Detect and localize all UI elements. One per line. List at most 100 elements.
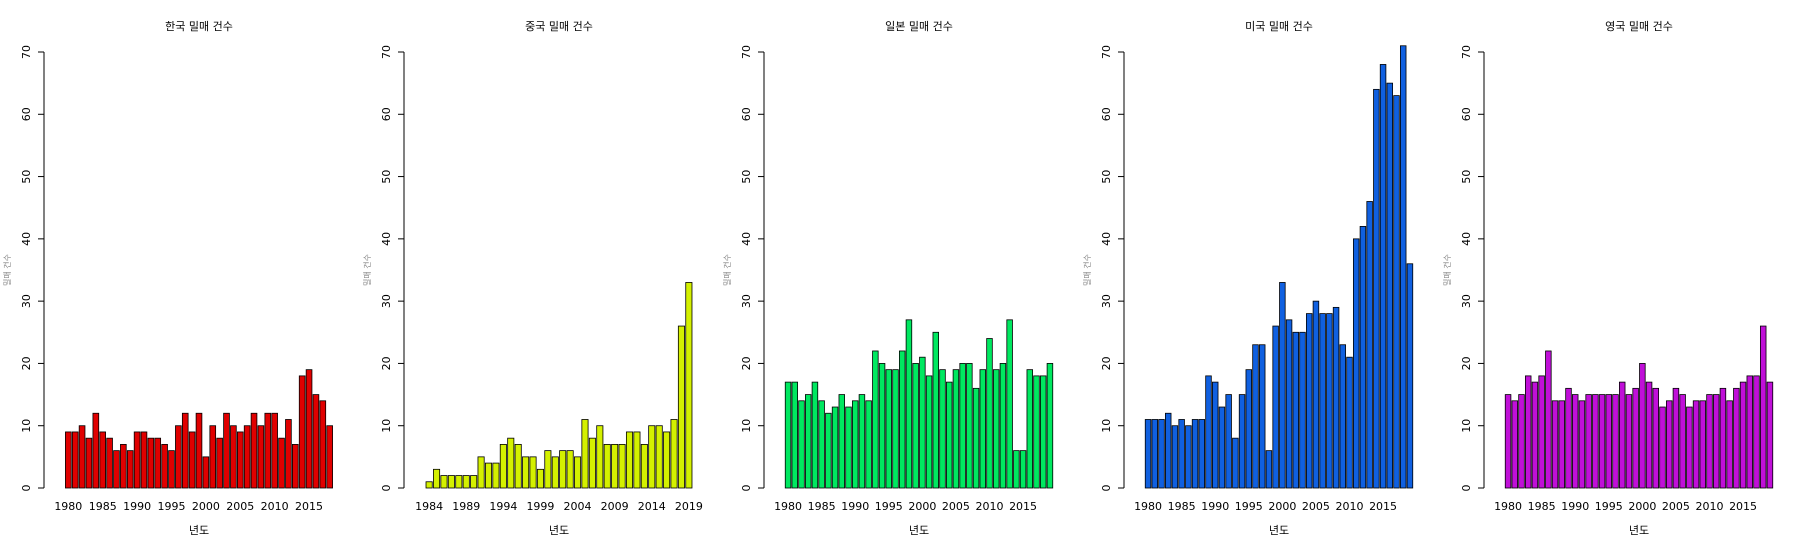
x-axis-title: 년도 xyxy=(1269,524,1289,537)
bar xyxy=(1332,306,1340,489)
x-tick-label: 2014 xyxy=(638,500,666,513)
bar xyxy=(1326,313,1333,489)
bar xyxy=(945,381,953,489)
bar xyxy=(1026,369,1034,489)
bar xyxy=(872,350,879,489)
bar xyxy=(611,443,619,489)
bar xyxy=(1746,375,1754,489)
bar xyxy=(1386,82,1394,489)
y-tick-label: 50 xyxy=(740,170,753,184)
x-tick-label: 1980 xyxy=(54,500,82,513)
bar xyxy=(433,468,441,489)
bar xyxy=(1511,400,1519,489)
y-tick-label: 70 xyxy=(380,45,393,59)
bar xyxy=(818,400,825,489)
bar xyxy=(625,431,634,489)
chart-title: 미국 밀매 건수 xyxy=(1245,20,1313,33)
bar xyxy=(499,443,507,489)
bar xyxy=(1759,325,1767,489)
bar xyxy=(892,369,899,489)
y-axis-title: 밀매 건수 xyxy=(722,254,732,286)
x-tick-label: 2000 xyxy=(1628,500,1656,513)
x-tick-label: 1999 xyxy=(526,500,554,513)
bar xyxy=(1531,381,1539,489)
bar xyxy=(216,437,223,489)
bar xyxy=(1672,387,1680,489)
bar xyxy=(1039,375,1047,489)
bar xyxy=(1178,419,1185,489)
x-tick-label: 2015 xyxy=(1729,500,1757,513)
bar xyxy=(1352,238,1360,489)
x-tick-label: 2004 xyxy=(564,500,592,513)
chart-title: 한국 밀매 건수 xyxy=(165,20,233,33)
bar xyxy=(440,475,448,489)
bar xyxy=(618,443,626,489)
y-tick-label: 30 xyxy=(1100,294,1113,308)
bar xyxy=(1571,394,1579,489)
bar xyxy=(1699,400,1707,489)
bar xyxy=(1373,88,1380,489)
bar xyxy=(663,431,671,489)
bar xyxy=(264,412,272,489)
y-tick-label: 30 xyxy=(20,294,33,308)
bar xyxy=(1538,375,1545,489)
bar xyxy=(250,412,258,489)
x-tick-label: 1990 xyxy=(1561,500,1589,513)
bar xyxy=(1504,394,1512,489)
bar xyxy=(1185,425,1192,489)
bar xyxy=(285,419,292,489)
y-tick-label: 20 xyxy=(380,356,393,370)
bar xyxy=(1766,381,1774,489)
y-tick-label: 10 xyxy=(1100,419,1113,433)
bar xyxy=(236,431,244,489)
bar xyxy=(168,450,175,489)
bar xyxy=(1518,394,1525,489)
bar xyxy=(685,282,693,489)
x-axis-title: 년도 xyxy=(549,524,569,537)
bar xyxy=(1545,350,1552,489)
y-tick-label: 70 xyxy=(20,45,33,59)
bar xyxy=(71,431,79,489)
bar xyxy=(1393,95,1400,489)
bar xyxy=(1605,394,1613,489)
bar xyxy=(1686,406,1693,489)
bar xyxy=(1339,344,1347,489)
bar xyxy=(154,437,162,489)
x-tick-label: 1985 xyxy=(89,500,117,513)
bar xyxy=(1211,381,1219,489)
bar xyxy=(305,369,313,489)
y-tick-label: 60 xyxy=(740,107,753,121)
bar xyxy=(1726,400,1733,489)
bar xyxy=(1665,400,1673,489)
bar xyxy=(1013,450,1020,489)
bar xyxy=(1305,313,1313,489)
y-axis-title: 밀매 건수 xyxy=(362,254,372,286)
bar xyxy=(574,456,582,489)
bar xyxy=(243,425,251,489)
bar xyxy=(161,443,168,489)
bar xyxy=(925,375,933,489)
bar xyxy=(1524,375,1532,489)
bar xyxy=(271,412,278,489)
bar xyxy=(92,412,100,489)
y-tick-label: 10 xyxy=(740,419,753,433)
bar xyxy=(470,475,478,489)
y-tick-label: 70 xyxy=(1100,45,1113,59)
bar xyxy=(919,356,926,489)
x-tick-label: 1985 xyxy=(808,500,836,513)
bar xyxy=(885,369,893,489)
bar xyxy=(898,350,906,489)
bar xyxy=(905,319,913,489)
bar xyxy=(1198,419,1206,489)
x-tick-label: 2010 xyxy=(1696,500,1724,513)
x-tick-label: 2000 xyxy=(908,500,936,513)
y-tick-label: 30 xyxy=(380,294,393,308)
bar xyxy=(1592,394,1599,489)
bar xyxy=(791,381,799,489)
x-tick-label: 1995 xyxy=(1235,500,1263,513)
bar xyxy=(147,437,155,489)
bar xyxy=(1578,400,1586,489)
bar xyxy=(1598,394,1606,489)
bar xyxy=(1625,394,1633,489)
